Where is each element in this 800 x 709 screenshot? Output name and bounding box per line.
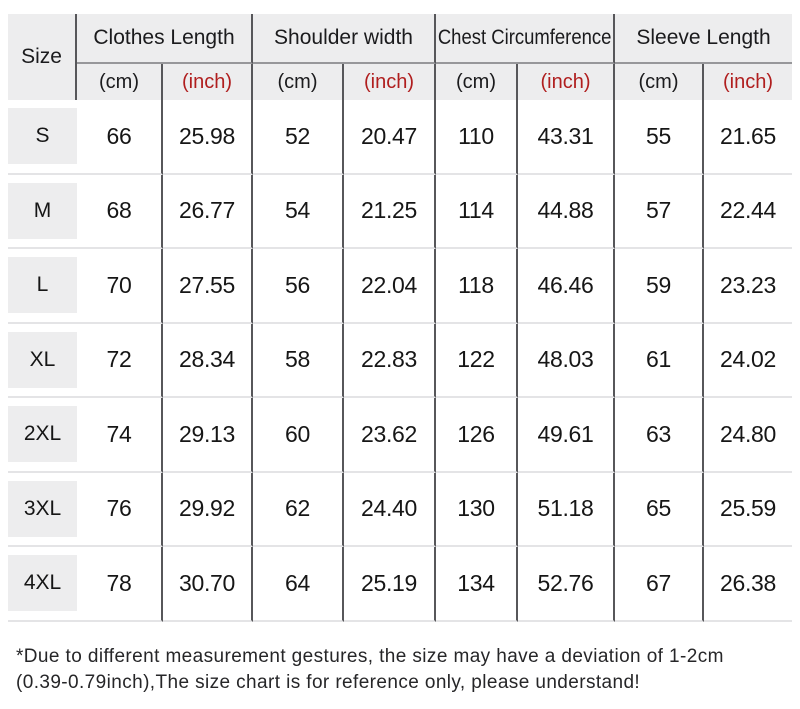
disclaimer-line-2: (0.39-0.79inch),The size chart is for re… xyxy=(16,672,641,693)
value-sleeve-inch: 25.59 xyxy=(704,473,792,547)
size-label: 2XL xyxy=(8,406,77,463)
value-sleeve-inch: 24.02 xyxy=(704,324,792,398)
table-row-size-cell: L xyxy=(8,249,77,324)
value-shoulder-cm: 58 xyxy=(253,323,344,398)
unit-header-chest-inch: (inch) xyxy=(518,64,615,100)
group-label: Chest Circumference xyxy=(437,26,612,49)
size-label: L xyxy=(8,257,77,314)
value-chest-inch: 44.88 xyxy=(518,174,615,249)
value-clothes-cm: 68 xyxy=(77,174,163,249)
size-label: M xyxy=(8,182,77,239)
table-row-size-cell: XL xyxy=(8,324,77,398)
value-chest-inch: 49.61 xyxy=(518,398,615,473)
size-label: 4XL xyxy=(8,555,77,612)
value-sleeve-inch: 21.65 xyxy=(704,100,792,175)
value-sleeve-inch: 24.80 xyxy=(704,398,792,473)
value-chest-cm: 118 xyxy=(436,249,518,324)
value-chest-cm: 110 xyxy=(436,100,518,175)
corner-header-size: Size xyxy=(8,14,77,100)
value-clothes-inch: 27.55 xyxy=(163,249,253,324)
value-shoulder-cm: 56 xyxy=(253,249,344,324)
value-chest-inch: 46.46 xyxy=(518,249,615,324)
value-shoulder-inch: 20.47 xyxy=(344,100,436,175)
header-group-shoulder-width: Shoulder width xyxy=(253,14,436,64)
value-clothes-cm: 66 xyxy=(77,100,163,175)
value-clothes-inch: 28.34 xyxy=(163,323,253,398)
value-shoulder-inch: 23.62 xyxy=(344,398,436,473)
table-row-size-cell: 4XL xyxy=(8,547,77,622)
value-shoulder-cm: 52 xyxy=(253,100,344,175)
value-shoulder-inch: 25.19 xyxy=(344,547,436,622)
value-clothes-inch: 26.77 xyxy=(163,174,253,249)
value-clothes-inch: 25.98 xyxy=(163,100,253,175)
value-chest-cm: 134 xyxy=(436,547,518,622)
table-row-size-cell: 3XL xyxy=(8,473,77,547)
group-label: Clothes Length xyxy=(93,26,235,49)
value-clothes-cm: 74 xyxy=(77,398,163,473)
value-chest-cm: 130 xyxy=(436,472,518,547)
value-shoulder-inch: 21.25 xyxy=(344,174,436,249)
value-clothes-cm: 72 xyxy=(77,323,163,398)
unit-header-chest-cm: (cm) xyxy=(436,64,518,100)
header-group-clothes-length: Clothes Length xyxy=(77,14,253,64)
value-sleeve-cm: 55 xyxy=(615,100,704,175)
table-row-size-cell: 2XL xyxy=(8,398,77,473)
value-sleeve-cm: 67 xyxy=(615,547,704,622)
value-sleeve-cm: 65 xyxy=(615,472,704,547)
value-chest-cm: 122 xyxy=(436,323,518,398)
value-clothes-cm: 78 xyxy=(77,547,163,622)
value-shoulder-inch: 24.40 xyxy=(344,472,436,547)
header-group-sleeve-length: Sleeve Length xyxy=(615,14,792,64)
value-chest-cm: 126 xyxy=(436,398,518,473)
group-label: Shoulder width xyxy=(274,26,413,49)
size-chart-table: Size Clothes Length Shoulder width Chest… xyxy=(8,14,792,622)
value-sleeve-cm: 57 xyxy=(615,174,704,249)
group-label: Sleeve Length xyxy=(636,26,771,49)
value-sleeve-inch: 22.44 xyxy=(704,175,792,249)
value-chest-inch: 51.18 xyxy=(518,472,615,547)
size-label: XL xyxy=(8,331,77,388)
value-clothes-inch: 29.13 xyxy=(163,398,253,473)
value-chest-inch: 52.76 xyxy=(518,547,615,622)
value-sleeve-cm: 63 xyxy=(615,398,704,473)
size-label: 3XL xyxy=(8,480,77,537)
unit-header-sleeve-inch: (inch) xyxy=(704,64,792,100)
disclaimer-line-1: *Due to different measurement gestures, … xyxy=(16,646,724,667)
value-sleeve-cm: 59 xyxy=(615,249,704,324)
value-clothes-inch: 29.92 xyxy=(163,472,253,547)
value-sleeve-inch: 26.38 xyxy=(704,547,792,622)
value-shoulder-cm: 54 xyxy=(253,174,344,249)
table-row-size-cell: M xyxy=(8,175,77,249)
value-chest-inch: 43.31 xyxy=(518,100,615,175)
unit-header-sleeve-cm: (cm) xyxy=(615,64,704,100)
table-row-size-cell: S xyxy=(8,100,77,175)
unit-header-shoulder-inch: (inch) xyxy=(344,64,436,100)
unit-header-clothes-inch: (inch) xyxy=(163,64,253,100)
unit-header-clothes-cm: (cm) xyxy=(77,64,163,100)
measurement-disclaimer: *Due to different measurement gestures, … xyxy=(16,644,791,696)
value-sleeve-inch: 23.23 xyxy=(704,249,792,324)
header-group-chest-circumference: Chest Circumference xyxy=(436,14,615,64)
value-shoulder-cm: 64 xyxy=(253,547,344,622)
value-shoulder-inch: 22.04 xyxy=(344,249,436,324)
value-shoulder-cm: 60 xyxy=(253,398,344,473)
value-sleeve-cm: 61 xyxy=(615,323,704,398)
value-chest-inch: 48.03 xyxy=(518,323,615,398)
value-clothes-inch: 30.70 xyxy=(163,547,253,622)
value-clothes-cm: 70 xyxy=(77,249,163,324)
value-clothes-cm: 76 xyxy=(77,472,163,547)
value-chest-cm: 114 xyxy=(436,174,518,249)
value-shoulder-cm: 62 xyxy=(253,472,344,547)
size-label: S xyxy=(8,108,77,165)
unit-header-shoulder-cm: (cm) xyxy=(253,64,344,100)
value-shoulder-inch: 22.83 xyxy=(344,323,436,398)
